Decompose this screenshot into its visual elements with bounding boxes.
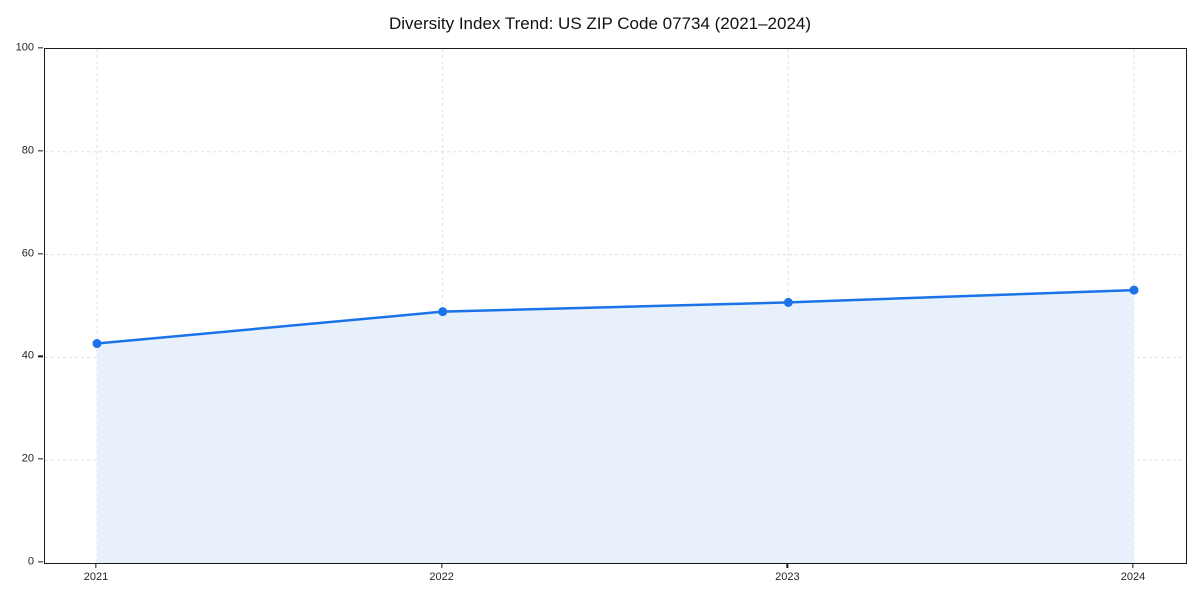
y-axis-tick [38, 458, 43, 460]
chart-title: Diversity Index Trend: US ZIP Code 07734… [388, 14, 812, 33]
trend-area [97, 290, 1134, 563]
y-tick-label: 20 [21, 452, 34, 465]
y-axis-tick [38, 47, 43, 49]
y-axis-tick [38, 252, 43, 255]
y-tick-label: 60 [21, 247, 34, 260]
trend-line-chart [45, 49, 1186, 563]
y-axis-tick [38, 561, 43, 563]
x-tick-label: 2024 [1120, 571, 1146, 583]
data-point-marker [92, 339, 102, 349]
y-axis-tick [38, 150, 43, 152]
y-tick-label: 0 [27, 555, 34, 568]
trend-line [95, 288, 1136, 345]
x-axis-tick [1132, 563, 1134, 568]
data-point-marker [1129, 285, 1139, 295]
x-tick-label: 2021 [83, 571, 109, 583]
x-axis-tick [786, 563, 788, 568]
y-tick-label: 100 [15, 41, 34, 54]
y-tick-label: 80 [21, 144, 34, 157]
x-axis-tick [441, 563, 443, 568]
x-tick-label: 2022 [429, 571, 454, 583]
x-tick-label: 2023 [775, 571, 800, 583]
x-axis-tick [95, 563, 97, 568]
plot-area [44, 48, 1187, 564]
data-point-marker [783, 297, 793, 307]
data-point-marker [438, 307, 448, 317]
y-tick-label: 40 [21, 349, 34, 362]
y-axis-tick [38, 355, 43, 358]
